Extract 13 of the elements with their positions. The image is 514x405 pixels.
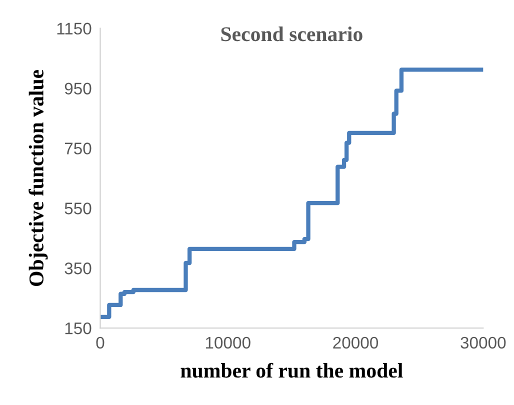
y-tick-label: 350	[64, 262, 92, 274]
y-axis-title: Objective function value	[28, 70, 48, 286]
chart-title: Second scenario	[221, 26, 362, 42]
x-tick-label: 30000	[460, 336, 506, 349]
x-tick-label: 20000	[333, 336, 378, 349]
y-tick-label: 550	[64, 202, 92, 214]
x-tick-label: 0	[96, 336, 104, 349]
y-tick-label: 150	[65, 322, 92, 334]
y-tick-label: 750	[64, 142, 92, 154]
y-tick-label: 950	[64, 82, 92, 94]
y-tick-label: 1150	[57, 22, 92, 35]
x-tick-label: 10000	[206, 336, 250, 349]
x-axis-title: number of run the model	[180, 362, 403, 378]
